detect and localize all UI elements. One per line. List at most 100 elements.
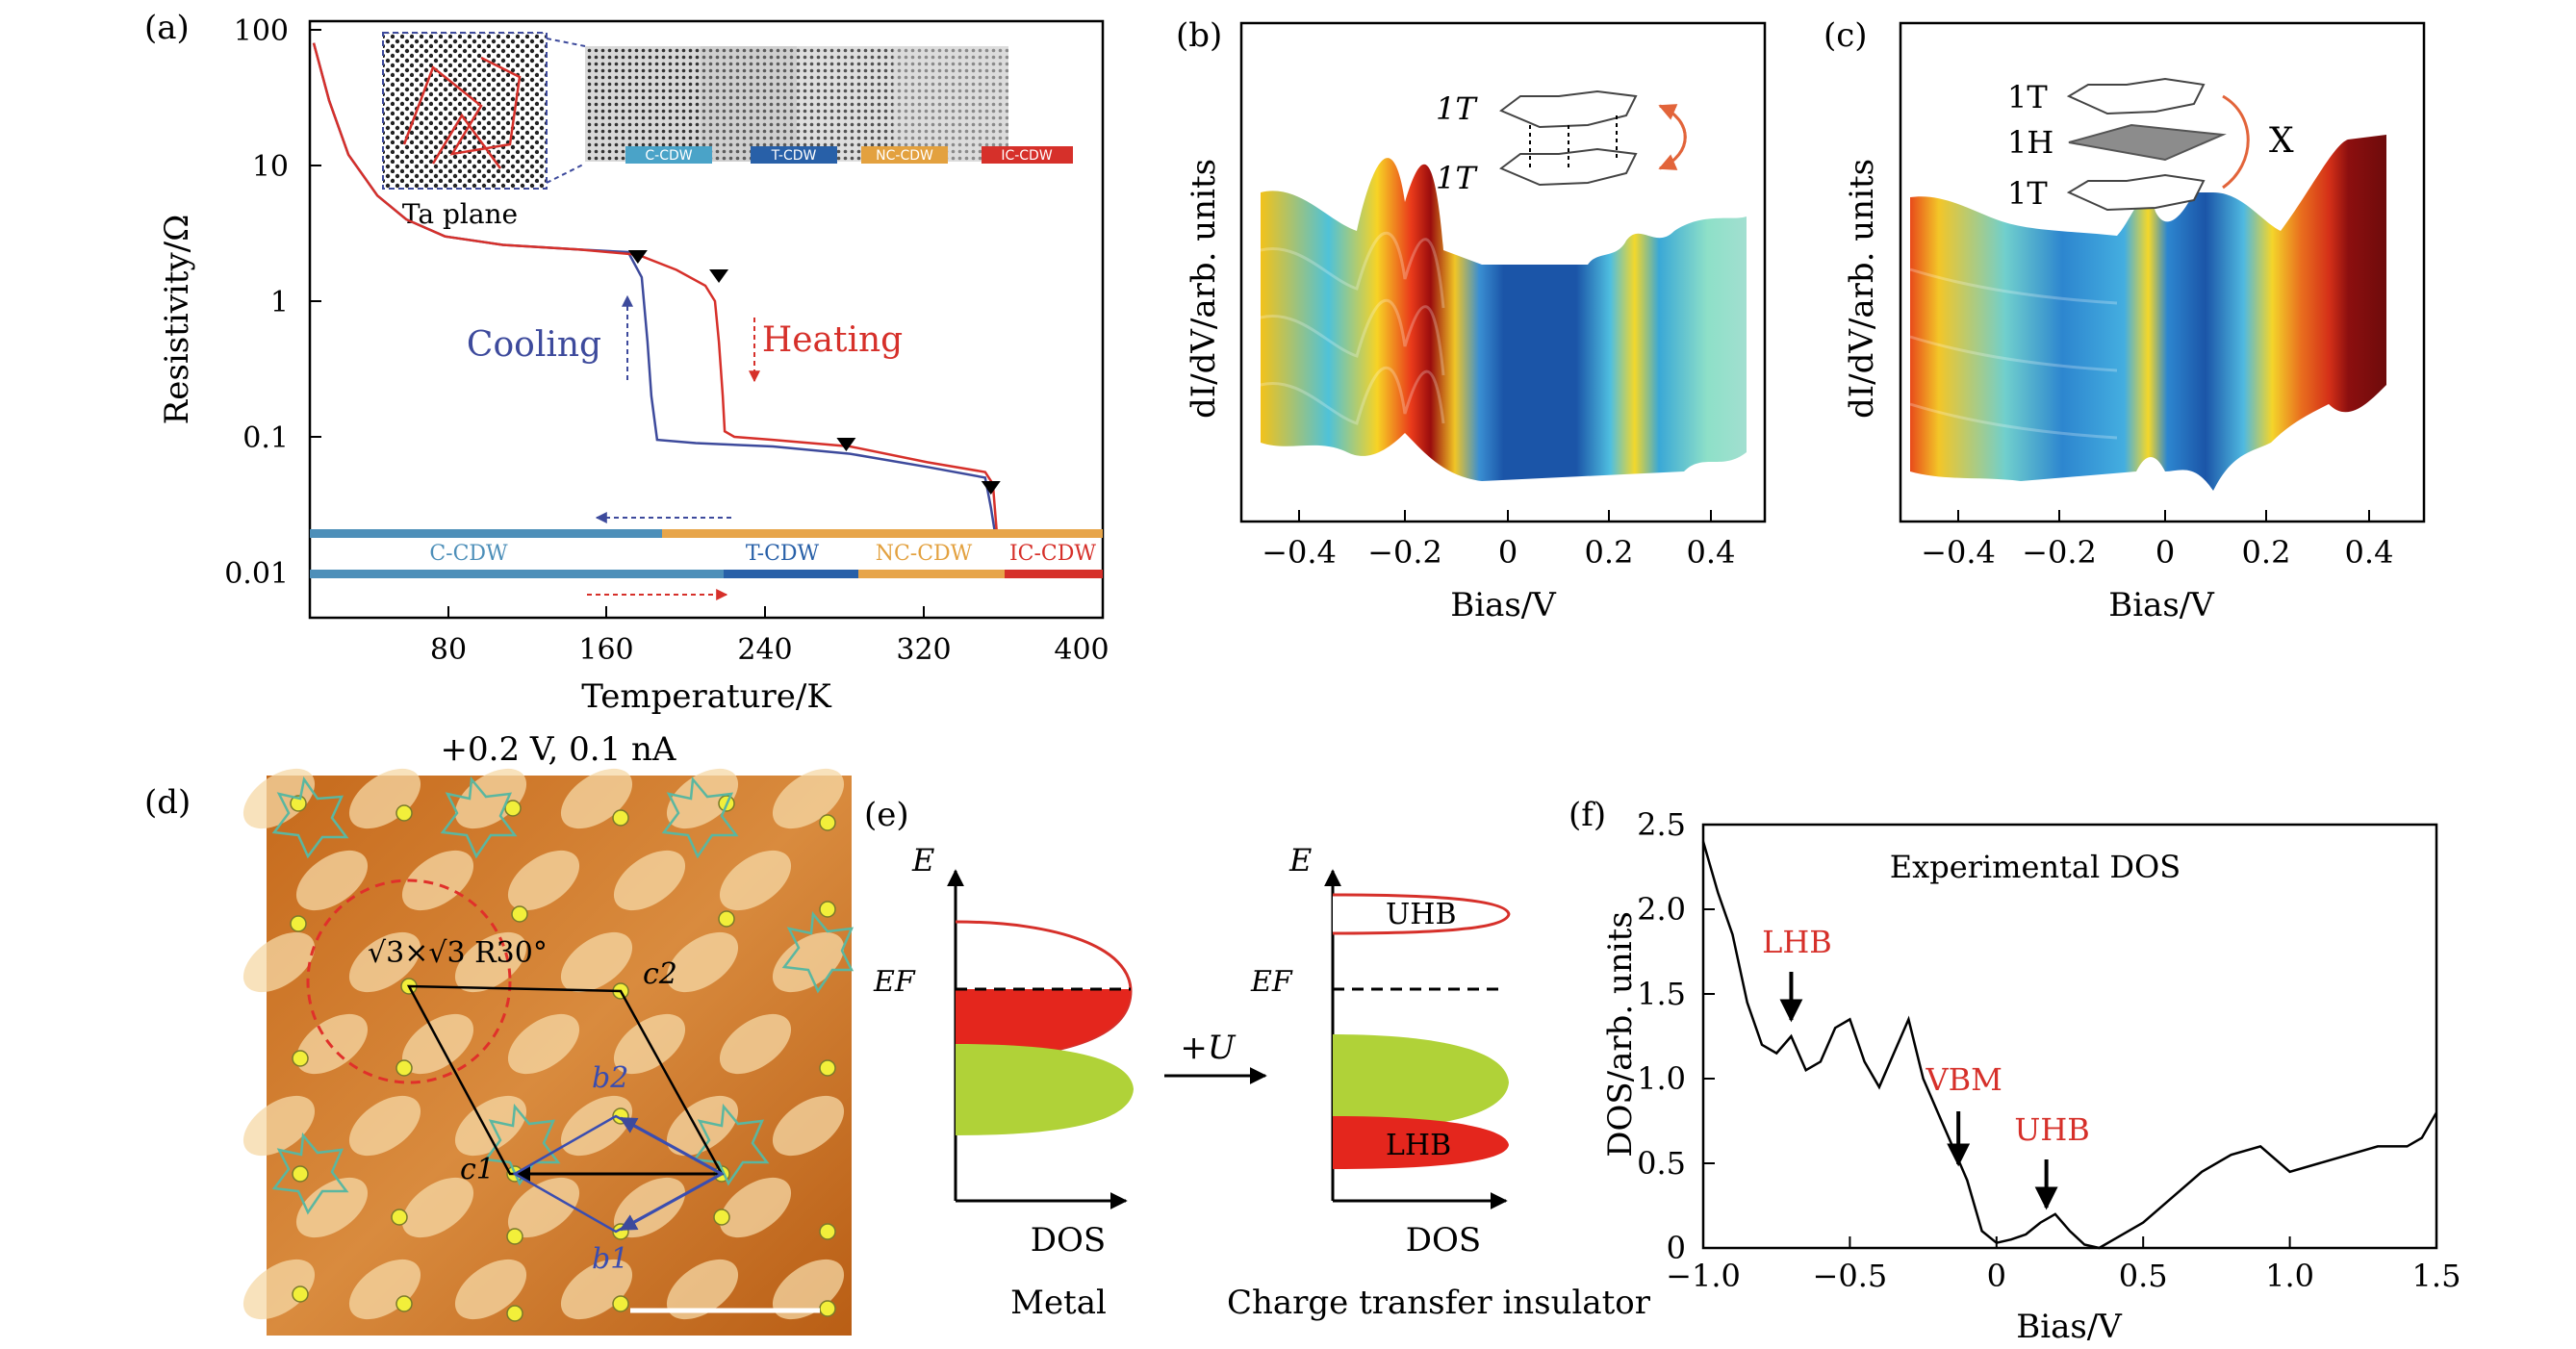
panel-c-xtick: 0.2 <box>2242 534 2291 571</box>
panel-e: (e) E EF DOS Metal +U E EF UHB LHB DOS <box>864 796 1651 1322</box>
panel-a-ytick: 100 <box>234 14 289 48</box>
stm-bright-spot <box>507 850 580 911</box>
panel-d: (d) +0.2 V, 0.1 nA √3×√3 R30° c2 b2 c1 b… <box>144 730 854 1336</box>
fermi-level-label: EF <box>1250 965 1293 999</box>
transition-marker <box>709 269 729 283</box>
plus-u-label: +U <box>1180 1029 1236 1067</box>
vector-c2: c2 <box>643 957 677 991</box>
panel-e-label: (e) <box>864 796 909 834</box>
fermi-level-label: EF <box>873 965 916 999</box>
lhb-label: LHB <box>1386 1129 1451 1162</box>
metal-diagram: E EF DOS Metal <box>873 842 1134 1322</box>
panel-c-frame <box>1899 21 2426 523</box>
panel-b-xticks: −0.4 −0.2 0 0.2 0.4 <box>1262 534 1735 571</box>
lattice-dot <box>819 1059 836 1077</box>
lattice-dot <box>395 1059 413 1077</box>
transition-marker <box>627 250 648 264</box>
panel-b-xtick: 0.4 <box>1687 534 1736 571</box>
panel-c-xticks: −0.4 −0.2 0 0.2 0.4 <box>1921 534 2393 571</box>
lattice-dot <box>612 1295 629 1312</box>
unit-cell <box>406 984 725 1234</box>
insulator-diagram: E EF UHB LHB DOS Charge transfer insulat… <box>1227 842 1651 1322</box>
panel-b-xtick: −0.2 <box>1367 534 1442 571</box>
transition-marker <box>836 438 856 451</box>
y-tick-label: 1.5 <box>1637 976 1686 1012</box>
dos-axis-label: DOS <box>1406 1221 1481 1260</box>
phase-bar-label: T-CDW <box>746 542 820 566</box>
lattice-dot <box>395 1295 413 1312</box>
insulator-caption: Charge transfer insulator <box>1227 1284 1651 1322</box>
r30-annotation: √3×√3 R30° <box>368 936 548 970</box>
panel-a-ytick: 10 <box>252 150 289 184</box>
layer-label: 1T <box>1436 90 1478 127</box>
inset-bar-label: IC-CDW <box>1001 148 1053 164</box>
panel-f-ylabel: DOS/arb. units <box>1601 911 1640 1158</box>
heating-label: Heating <box>762 320 903 360</box>
resistivity-curve-heating <box>312 42 1043 533</box>
phase-bar-label: IC-CDW <box>1009 542 1096 566</box>
y-tick-label: 0 <box>1667 1230 1686 1266</box>
phase-bar-label: C-CDW <box>429 542 508 566</box>
y-tick-label: 0.5 <box>1637 1145 1686 1182</box>
panel-a-xtick: 160 <box>578 633 633 667</box>
x-tick-label: 0 <box>1987 1258 2006 1294</box>
lattice-dot <box>612 809 629 827</box>
panel-c-label: (c) <box>1824 16 1868 55</box>
x-tick-label: 1.0 <box>2265 1258 2314 1294</box>
panel-a-xtick: 400 <box>1054 633 1109 667</box>
lattice-dot <box>506 1228 523 1245</box>
panel-a-ytick: 0.01 <box>224 557 289 591</box>
x-tick-label: −0.5 <box>1813 1258 1888 1294</box>
panel-b-xlabel: Bias/V <box>1450 586 1557 624</box>
lattice-dot <box>506 1305 523 1322</box>
phase-bar-label: NC-CDW <box>876 542 973 566</box>
stm-bright-spot <box>242 768 316 829</box>
y-tick-label: 2.0 <box>1637 891 1686 928</box>
panel-b: (b) 1T 1T −0.4 −0.2 0 0.2 0.4 <box>1176 16 1767 624</box>
stm-bright-spot <box>507 1177 580 1238</box>
inset-bar-label: NC-CDW <box>876 148 933 164</box>
panel-b-xtick: 0 <box>1498 534 1518 571</box>
layer-label: 1H <box>2007 124 2053 161</box>
lattice-dot <box>292 1285 309 1303</box>
energy-axis-label: E <box>911 842 934 878</box>
lattice-dot <box>290 795 307 812</box>
stm-bright-spot <box>454 1095 527 1157</box>
stm-bright-spot <box>401 1013 474 1075</box>
stm-bright-spot <box>242 931 316 993</box>
star-outlines <box>271 776 854 1215</box>
panel-f-annotations: LHB VBM UHB <box>1762 924 2090 1210</box>
dos-annotation-lhb: LHB <box>1762 924 1832 960</box>
stm-bright-features <box>242 768 845 1320</box>
dos-axis-label: DOS <box>1031 1221 1106 1260</box>
lattice-dot <box>718 910 735 928</box>
panel-a-phase-bars: C-CDW T-CDW NC-CDW IC-CDW <box>310 512 1103 600</box>
stm-bright-spot <box>613 850 686 911</box>
panel-a-ylabel: Resistivity/Ω <box>158 215 196 425</box>
panel-a-xlabel: Temperature/K <box>581 677 831 716</box>
stm-bright-spot <box>401 850 474 911</box>
panel-c-ylabel: dI/dV/arb. units <box>1843 159 1881 419</box>
panel-f: (f) Experimental DOS −1.0 −0.5 0 0.5 1.0 1.5 0… <box>1569 796 2461 1346</box>
panel-a-inset-lattice: Ta plane <box>382 32 586 230</box>
stm-bright-spot <box>295 1177 369 1238</box>
x-tick-label: −1.0 <box>1666 1258 1741 1294</box>
panel-a-ytick: 0.1 <box>242 421 289 455</box>
uhb-label: UHB <box>1386 898 1457 931</box>
r30-circle <box>306 878 512 1084</box>
panel-b-label: (b) <box>1176 16 1222 55</box>
panel-a-label: (a) <box>144 9 190 47</box>
panel-f-label: (f) <box>1569 796 1606 834</box>
layer-label: 1T <box>2007 79 2048 115</box>
panel-a-markers <box>627 250 1001 495</box>
panel-a-curves <box>312 42 1043 533</box>
panel-b-stack-schematic: 1T 1T <box>1436 89 1687 196</box>
stm-bright-spot <box>666 1259 739 1320</box>
lattice-dot <box>511 905 528 923</box>
panel-f-frame <box>1701 823 2438 1250</box>
panel-b-tickmarks <box>1298 510 1712 522</box>
panel-a: (a) 100 10 1 0.1 0.01 80 160 240 320 400… <box>144 9 1109 716</box>
panel-a-frame <box>308 19 1105 620</box>
panel-c-xtick: 0 <box>2155 534 2175 571</box>
panel-b-xtick: 0.2 <box>1585 534 1634 571</box>
